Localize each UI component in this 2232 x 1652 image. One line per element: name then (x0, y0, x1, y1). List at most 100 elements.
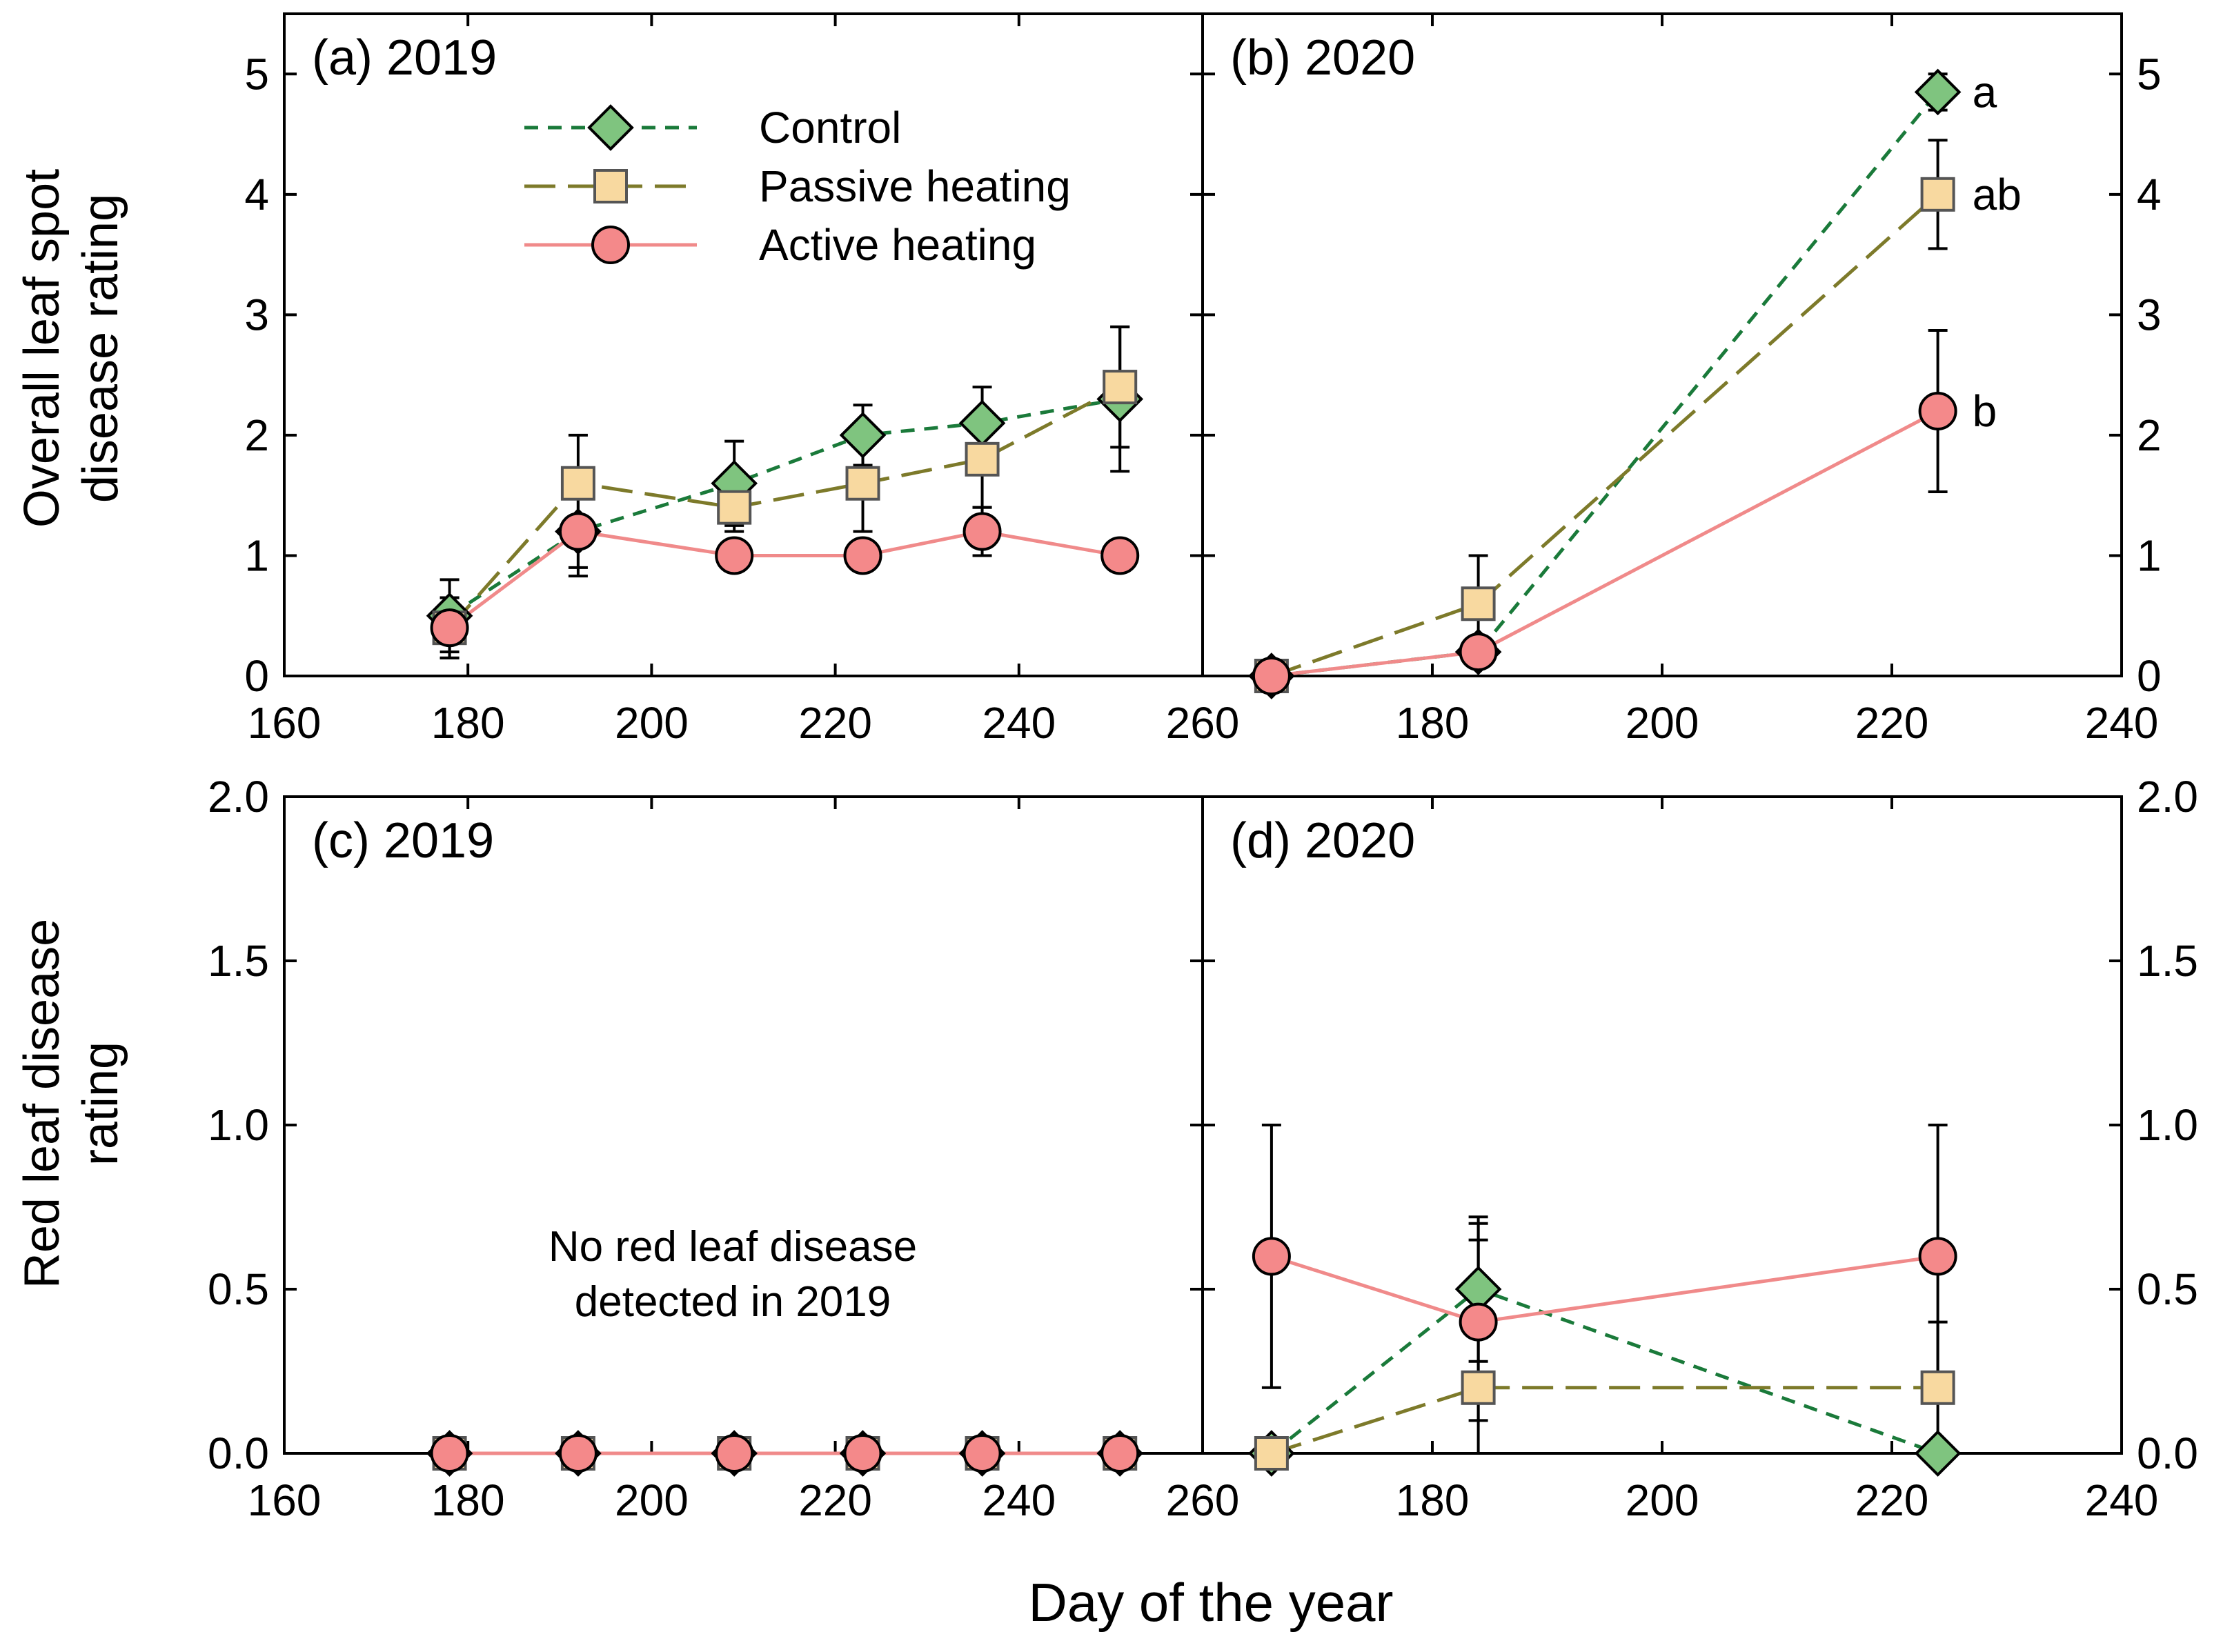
panel-b-series-passive-line (1271, 192, 1939, 678)
panel-a-ytick-label: 5 (244, 49, 269, 99)
panel-c-xtick-label: 220 (798, 1475, 872, 1525)
panel-d-point-passive (1254, 1436, 1289, 1471)
panel-c-ytick-label: 2.0 (208, 772, 269, 822)
panel-b-annotation: b (1973, 386, 1997, 436)
legend-passive-label: Passive heating (759, 161, 1071, 211)
panel-c-xtick-label: 180 (431, 1475, 505, 1525)
panel-a-title: (a) 2019 (312, 30, 497, 86)
legend-control-marker (587, 104, 634, 151)
panel-d-ytick-label-right: 2.0 (2137, 772, 2198, 822)
ylabel-top-line2: disease rating (73, 194, 128, 503)
panel-d-point-passive (1920, 1370, 1955, 1405)
legend-control-label: Control (759, 103, 901, 152)
panel-d-xtick-label: 180 (1396, 1475, 1470, 1525)
panel-b-point-active (1459, 633, 1498, 672)
panel-d-point-active (1918, 1237, 1957, 1276)
panel-c-frame (283, 795, 1204, 1455)
panel-a: 160 180 200 220 240 260 0 1 2 3 4 5 (a) 2019 (244, 12, 1240, 748)
panel-a-point-control (839, 412, 887, 459)
panel-d-xtick-label: 200 (1626, 1475, 1699, 1525)
panel-d-ytick-label-right: 0.0 (2137, 1429, 2198, 1478)
panel-a-ytick-label: 2 (244, 410, 269, 460)
panel-c-ytick-label: 0.0 (208, 1429, 269, 1478)
panel-b-point-passive (1461, 586, 1496, 621)
panel-b-xtick-label: 200 (1626, 698, 1699, 748)
panel-d-ytick-label-right: 1.5 (2137, 936, 2198, 986)
panel-d-point-passive (1461, 1370, 1496, 1405)
panel-b-xtick-label: 220 (1855, 698, 1929, 748)
panel-b-point-active (1918, 392, 1957, 430)
panel-d-xtick-label: 220 (1855, 1475, 1929, 1525)
legend-active-label: Active heating (759, 220, 1036, 270)
panel-b-series-active-line (1271, 409, 1939, 678)
panel-a-xtick-label: 220 (798, 698, 872, 748)
legend-passive: Passive heating (524, 161, 1071, 211)
panel-a-point-active (962, 512, 1002, 551)
panel-d-point-active (1459, 1302, 1498, 1342)
panel-c-point-active (962, 1434, 1002, 1473)
panel-b-point-control (1914, 68, 1962, 116)
panel-b-annotation: ab (1973, 170, 2022, 219)
panel-d-point-control (1914, 1430, 1962, 1477)
panel-c-ytick-label: 1.5 (208, 936, 269, 986)
panel-c-xtick-label: 160 (248, 1475, 322, 1525)
panel-a-series-active-line (448, 529, 1120, 630)
panel-a-point-active (1100, 536, 1140, 575)
panel-a-point-passive (560, 466, 595, 501)
panel-a-xtick-label: 180 (431, 698, 505, 748)
panel-b-ytick-label-right: 4 (2137, 170, 2162, 219)
panel-c-point-active (715, 1434, 754, 1473)
panel-b-point-active (1252, 657, 1291, 695)
panel-a-point-control (958, 399, 1006, 447)
panel-d-point-active (1252, 1237, 1291, 1276)
panel-b-xtick-label: 180 (1396, 698, 1470, 748)
ylabel-top-line1: Overall leaf spot (14, 169, 70, 528)
panel-a-series-passive-line (448, 385, 1121, 629)
ylabel-bottom-line1: Red leaf disease (14, 919, 70, 1288)
panel-b-xtick-label: 240 (2085, 698, 2159, 748)
xlabel: Day of the year (1029, 1572, 1394, 1633)
panel-a-point-active (430, 608, 469, 648)
panel-b-ytick-label-right: 2 (2137, 410, 2162, 460)
panel-c-xtick-label: 200 (615, 1475, 689, 1525)
panel-d-xtick-label: 240 (2085, 1475, 2159, 1525)
panel-c-ytick-label: 0.5 (208, 1264, 269, 1314)
panel-c-ytick-label: 1.0 (208, 1100, 269, 1150)
panel-a-point-passive (845, 466, 880, 501)
panel-a-xtick-label: 160 (248, 698, 322, 748)
panel-b-series-control-line (1271, 90, 1939, 678)
panel-a-point-passive (965, 441, 1000, 477)
legend-active-marker (591, 226, 630, 264)
panel-c: 160 180 200 220 240 260 0.0 0.5 1.0 1.5 2.0 (c) 201… (208, 772, 1239, 1525)
panel-a-point-active (558, 512, 597, 551)
panel-b-title: (b) 2020 (1230, 30, 1415, 86)
panel-b-ytick-label-right: 0 (2137, 651, 2162, 701)
panel-a-point-active (715, 536, 754, 575)
panel-a-point-passive (1103, 370, 1138, 405)
panel-a-xtick-label: 240 (982, 698, 1056, 748)
no-disease-message-line1: No red leaf disease (549, 1223, 917, 1271)
panel-c-point-active (558, 1434, 597, 1473)
legend-passive-marker (593, 169, 628, 203)
panel-a-point-active (843, 536, 882, 575)
no-disease-message-line2: detected in 2019 (575, 1278, 891, 1326)
panel-c-xtick-label: 260 (1166, 1475, 1240, 1525)
panel-a-xtick-label: 200 (615, 698, 689, 748)
panel-b-annotation: a (1973, 67, 1997, 117)
panel-d-series-passive-line (1271, 1386, 1938, 1455)
legend-active: Active heating (524, 220, 1036, 270)
panel-a-ytick-label: 3 (244, 290, 269, 339)
panel-d-title: (d) 2020 (1230, 813, 1415, 868)
panel-c-xtick-label: 240 (982, 1475, 1056, 1525)
panel-a-point-passive (717, 490, 752, 525)
panel-a-xtick-label: 260 (1166, 698, 1240, 748)
panel-a-ytick-label: 1 (244, 530, 269, 580)
panel-b-ytick-label-right: 1 (2137, 530, 2162, 580)
panel-d-ytick-label-right: 1.0 (2137, 1100, 2198, 1150)
panel-a-ytick-label: 0 (244, 651, 269, 701)
panel-d-ytick-label-right: 0.5 (2137, 1264, 2198, 1314)
panel-a-ytick-label: 4 (244, 170, 269, 219)
